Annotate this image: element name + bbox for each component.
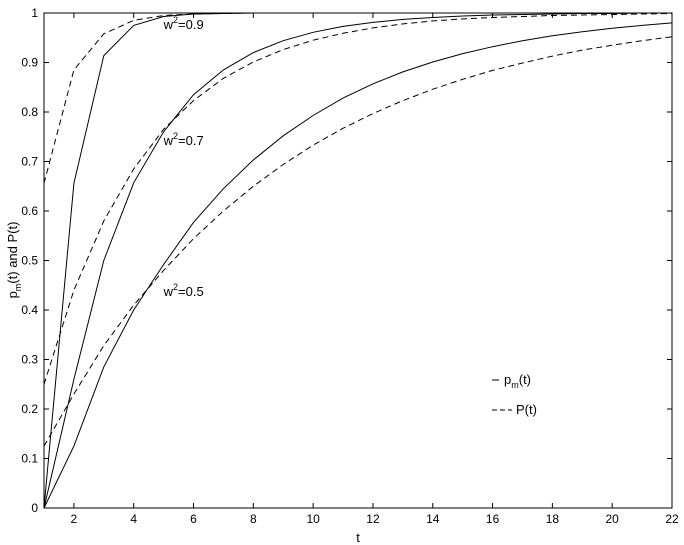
plot-frame: [43, 12, 673, 509]
legend-label-pm: pm(t): [504, 372, 531, 390]
y-tick-label: 0.5: [21, 254, 38, 268]
y-tick-label: 0.1: [21, 452, 38, 466]
axis-ticks: 2 4 6 8 10 12 14 16 18 20 22 0 0.1 0.2 0.3 0.4 0.5 0.6 0.7…: [21, 6, 679, 526]
x-tick-label: 16: [486, 512, 500, 526]
svg-text:pm(t) and P(t): pm(t) and P(t): [5, 222, 23, 299]
y-tick-label: 0.8: [21, 105, 38, 119]
series-line-solid: [43, 22, 673, 509]
curve-annotation: w2=0.7: [163, 131, 204, 148]
x-tick-label: 6: [190, 512, 197, 526]
series-line-dashed: [43, 36, 673, 447]
curve-annotation: w2=0.9: [163, 15, 204, 32]
x-tick-label: 10: [306, 512, 320, 526]
y-tick-label: 0.6: [21, 204, 38, 218]
y-tick-label: 0.2: [21, 402, 38, 416]
x-tick-label: 2: [71, 512, 78, 526]
y-tick-label: 0.3: [21, 353, 38, 367]
y-tick-label: 1: [31, 6, 38, 20]
curve-annotations: w2=0.9 w2=0.7 w2=0.5: [163, 15, 204, 299]
y-axis-label: pm(t) and P(t): [5, 222, 23, 299]
curve-annotation: w2=0.5: [163, 282, 204, 299]
x-tick-label: 4: [130, 512, 137, 526]
series-line-solid: [43, 12, 672, 509]
x-tick-label: 18: [546, 512, 560, 526]
series-line-solid: [43, 12, 672, 509]
legend: pm(t) P(t): [492, 372, 537, 417]
x-axis-label: t: [356, 530, 360, 545]
series-lines: [43, 12, 673, 509]
y-tick-label: 0.9: [21, 56, 38, 70]
y-tick-label: 0.4: [21, 303, 38, 317]
x-tick-label: 20: [606, 512, 620, 526]
x-tick-label: 8: [250, 512, 257, 526]
y-tick-label: 0.7: [21, 155, 38, 169]
x-tick-label: 14: [426, 512, 440, 526]
legend-label-P: P(t): [516, 402, 537, 417]
x-tick-label: 22: [665, 512, 679, 526]
series-line-dashed: [43, 12, 672, 184]
y-tick-label: 0: [31, 501, 38, 515]
x-tick-label: 12: [366, 512, 380, 526]
series-line-dashed: [43, 13, 673, 385]
